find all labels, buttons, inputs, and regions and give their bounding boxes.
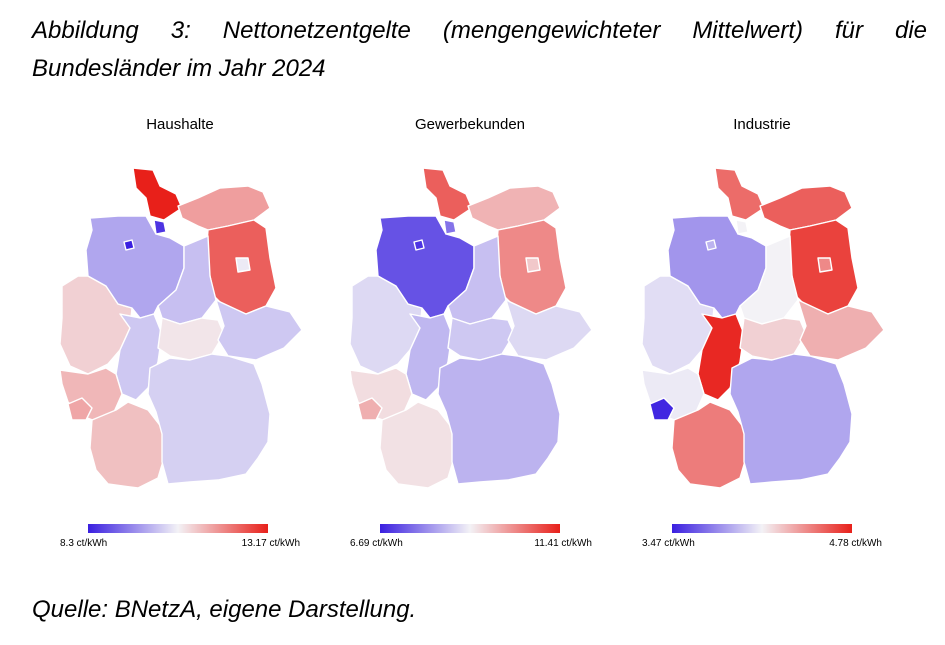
color-legend-bar (88, 524, 268, 533)
region-berlin (817, 257, 833, 273)
region-niedersachsen (667, 215, 767, 319)
source-note: Quelle: BNetzA, eigene Darstellung. (32, 596, 417, 623)
region-hamburg (153, 219, 167, 235)
region-mecklenburg-vorpommern (467, 185, 561, 231)
color-legend-bar (672, 524, 852, 533)
panel-title: Industrie (733, 116, 791, 133)
region-bayern (437, 353, 561, 485)
region-bremen (123, 239, 135, 251)
legend-min-label: 6.69 ct/kWh (350, 538, 403, 549)
region-saarland (357, 397, 383, 421)
legend-min-label: 3.47 ct/kWh (642, 538, 695, 549)
region-baden-wuerttemberg (89, 401, 165, 489)
region-hamburg (735, 219, 749, 235)
region-berlin (235, 257, 251, 273)
panel-title: Haushalte (146, 116, 214, 133)
legend-max-label: 4.78 ct/kWh (829, 538, 882, 549)
region-mecklenburg-vorpommern (759, 185, 853, 231)
region-baden-wuerttemberg (379, 401, 455, 489)
figure-caption: Abbildung 3: Nettonetzentgelte (mengenge… (32, 17, 927, 82)
region-sachsen (505, 299, 593, 361)
map-panel-gewerbekunden: Gewerbekunden 6.69 ct/kWh 11.41 ct/kWh (320, 110, 620, 560)
region-bayern (729, 353, 853, 485)
legend-gradient (88, 524, 268, 533)
legend-min-label: 8.3 ct/kWh (60, 538, 108, 549)
legend-gradient (380, 524, 560, 533)
region-bremen (413, 239, 425, 251)
region-baden-wuerttemberg (671, 401, 747, 489)
germany-map (349, 167, 593, 489)
legend-max-label: 13.17 ct/kWh (241, 538, 300, 549)
region-thueringen (739, 317, 807, 361)
region-niedersachsen (85, 215, 185, 319)
germany-map (59, 167, 303, 489)
region-hamburg (443, 219, 457, 235)
region-saarland (649, 397, 675, 421)
map-panel-haushalte: Haushalte 8.3 ct/kWh 13.17 ct/kWh (30, 110, 330, 560)
region-schleswig-holstein (714, 167, 765, 221)
region-thueringen (447, 317, 515, 361)
legend-max-label: 11.41 ct/kWh (534, 538, 592, 549)
legend-gradient (672, 524, 852, 533)
region-sachsen (215, 299, 303, 361)
region-thueringen (157, 317, 225, 361)
panel-title: Gewerbekunden (414, 116, 526, 133)
region-schleswig-holstein (132, 167, 183, 221)
region-mecklenburg-vorpommern (177, 185, 271, 231)
map-panel-industrie: Industrie 3.47 ct/kWh 4.78 ct/kWh (612, 110, 912, 560)
region-bayern (147, 353, 271, 485)
color-legend-bar (380, 524, 560, 533)
region-bremen (705, 239, 717, 251)
germany-map (641, 167, 885, 489)
region-sachsen (797, 299, 885, 361)
region-saarland (67, 397, 93, 421)
region-niedersachsen (375, 215, 475, 319)
region-schleswig-holstein (422, 167, 473, 221)
region-berlin (525, 257, 541, 273)
